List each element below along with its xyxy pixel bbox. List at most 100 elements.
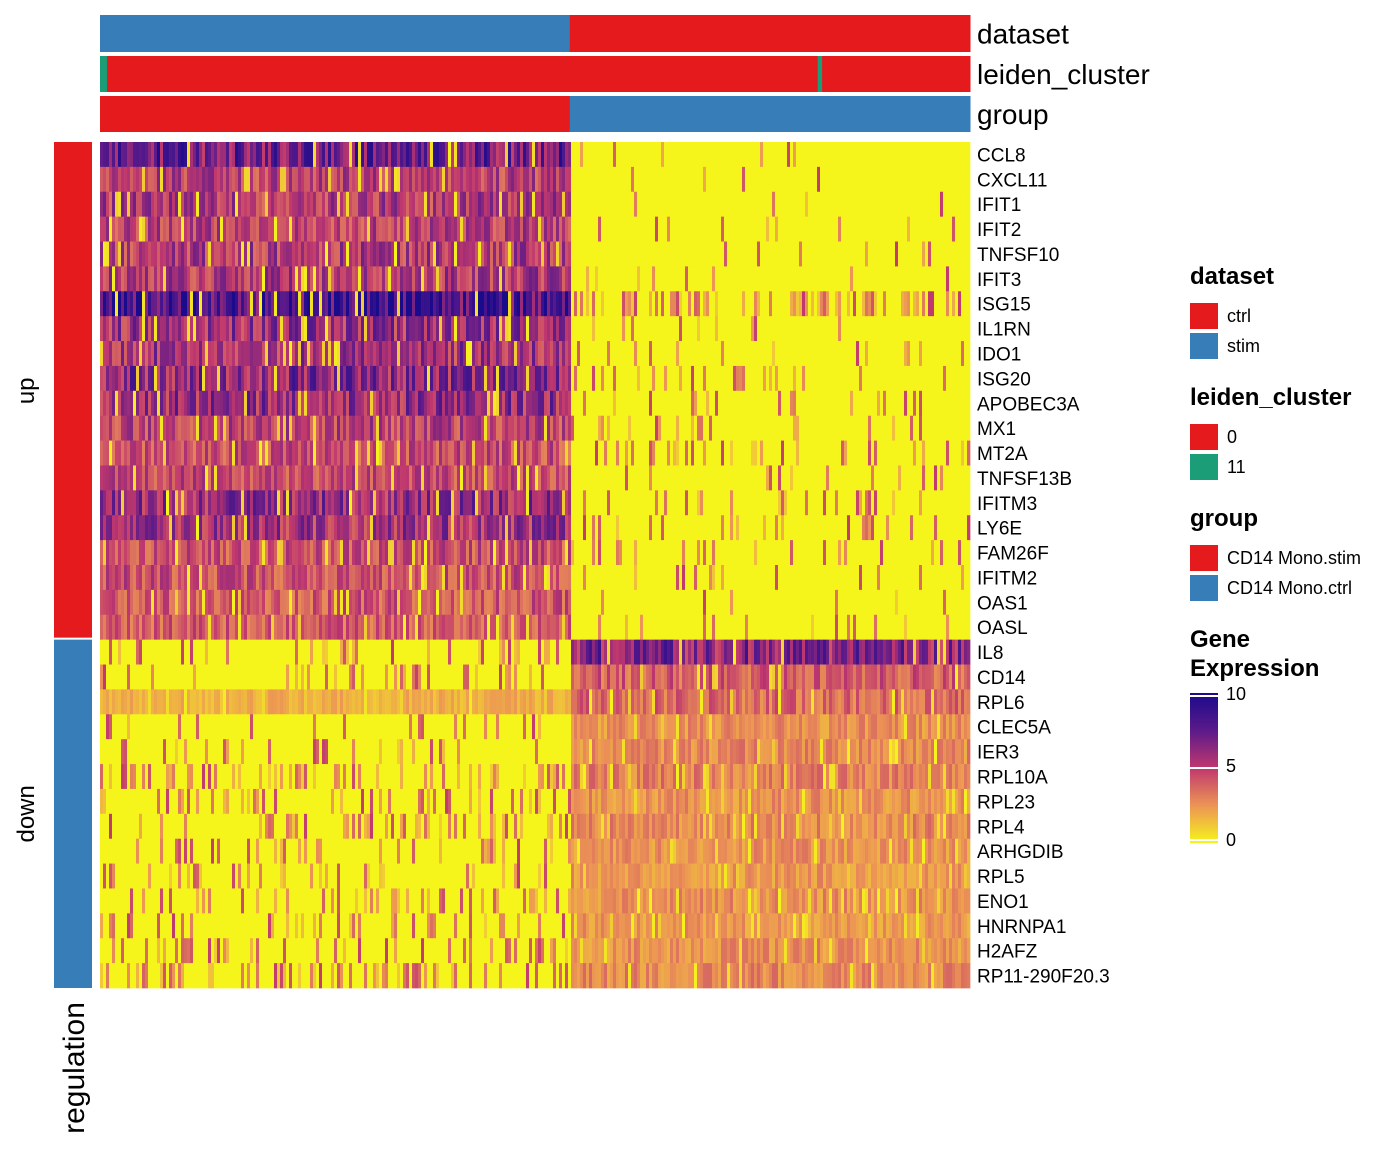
heatmap-cell bbox=[703, 415, 707, 441]
heatmap-cell bbox=[658, 490, 662, 516]
heatmap-cell bbox=[301, 241, 305, 267]
heatmap-cell bbox=[733, 216, 737, 242]
heatmap-cell bbox=[346, 241, 350, 267]
heatmap-cell bbox=[655, 241, 659, 267]
heatmap-cell bbox=[568, 291, 572, 317]
heatmap-cell bbox=[124, 142, 128, 168]
heatmap-cell bbox=[631, 540, 635, 566]
heatmap-cell bbox=[958, 490, 962, 516]
heatmap-cell bbox=[535, 142, 539, 168]
heatmap-cell bbox=[421, 365, 425, 392]
heatmap-cell bbox=[622, 142, 626, 168]
heatmap-cell bbox=[598, 390, 602, 417]
heatmap-cell bbox=[952, 291, 956, 317]
heatmap-cell bbox=[433, 490, 437, 516]
heatmap-cell bbox=[430, 241, 434, 267]
heatmap-cell bbox=[259, 465, 263, 491]
heatmap-cell bbox=[763, 291, 767, 317]
heatmap-cell bbox=[481, 316, 485, 342]
heatmap-cell bbox=[940, 291, 944, 317]
heatmap-cell bbox=[355, 291, 359, 317]
heatmap-cell bbox=[298, 390, 302, 417]
heatmap-cell bbox=[304, 216, 308, 242]
heatmap-cell bbox=[667, 415, 671, 441]
heatmap-cell bbox=[136, 440, 140, 466]
heatmap-cell bbox=[397, 515, 401, 541]
heatmap-cell bbox=[484, 415, 488, 441]
heatmap-cell bbox=[757, 266, 761, 292]
heatmap-cell bbox=[520, 515, 524, 541]
heatmap-cell bbox=[211, 465, 215, 491]
heatmap-cell bbox=[757, 465, 761, 491]
heatmap-cell bbox=[364, 216, 368, 242]
heatmap-cell bbox=[724, 440, 728, 466]
heatmap-cell bbox=[826, 291, 830, 317]
heatmap-cell bbox=[784, 142, 788, 168]
heatmap-cell bbox=[922, 390, 926, 417]
heatmap-cell bbox=[247, 415, 251, 441]
heatmap-cell bbox=[187, 341, 191, 367]
heatmap-cell bbox=[529, 241, 533, 267]
heatmap-cell bbox=[445, 365, 449, 392]
heatmap-cell bbox=[634, 465, 638, 491]
heatmap-cell bbox=[502, 415, 506, 441]
heatmap-cell bbox=[511, 515, 515, 541]
heatmap-cell bbox=[469, 191, 473, 217]
heatmap-cell bbox=[229, 440, 233, 466]
heatmap-cell bbox=[580, 440, 584, 466]
heatmap-cell bbox=[793, 415, 797, 441]
heatmap-cell bbox=[109, 291, 113, 317]
heatmap-cell bbox=[238, 266, 242, 292]
heatmap-cell bbox=[382, 341, 386, 367]
heatmap-cell bbox=[112, 316, 116, 342]
heatmap-cell bbox=[523, 241, 527, 267]
heatmap-cell bbox=[856, 440, 860, 466]
heatmap-cell bbox=[304, 266, 308, 292]
heatmap-cell bbox=[490, 316, 494, 342]
heatmap-cell bbox=[322, 440, 326, 466]
heatmap-cell bbox=[532, 291, 536, 317]
heatmap-cell bbox=[670, 191, 674, 217]
heatmap-cell bbox=[811, 515, 815, 541]
heatmap-cell bbox=[433, 166, 437, 193]
heatmap-cell bbox=[817, 142, 821, 168]
heatmap-cell bbox=[112, 216, 116, 242]
heatmap-cell bbox=[844, 216, 848, 242]
heatmap-cell bbox=[181, 341, 185, 367]
heatmap-cell bbox=[388, 341, 392, 367]
heatmap-cell bbox=[604, 540, 608, 566]
heatmap-cell bbox=[244, 490, 248, 516]
heatmap-cell bbox=[757, 291, 761, 317]
heatmap-cell bbox=[928, 266, 932, 292]
heatmap-cell bbox=[190, 515, 194, 541]
heatmap-cell bbox=[490, 266, 494, 292]
heatmap-cell bbox=[211, 241, 215, 267]
heatmap-cell bbox=[205, 515, 209, 541]
heatmap-cell bbox=[217, 216, 221, 242]
heatmap-cell bbox=[214, 515, 218, 541]
heatmap-cell bbox=[412, 241, 416, 267]
heatmap-cell bbox=[688, 291, 692, 317]
heatmap-cell bbox=[259, 341, 263, 367]
heatmap-cell bbox=[547, 291, 551, 317]
heatmap-cell bbox=[205, 341, 209, 367]
heatmap-cell bbox=[580, 166, 584, 193]
heatmap-cell bbox=[118, 415, 122, 441]
heatmap-cell bbox=[925, 365, 929, 392]
heatmap-cell bbox=[523, 490, 527, 516]
heatmap-cell bbox=[424, 390, 428, 417]
heatmap-cell bbox=[967, 166, 971, 193]
heatmap-cell bbox=[232, 291, 236, 317]
heatmap-cell bbox=[889, 341, 893, 367]
heatmap-cell bbox=[844, 142, 848, 168]
heatmap-cell bbox=[688, 316, 692, 342]
heatmap-cell bbox=[607, 341, 611, 367]
heatmap-cell bbox=[157, 291, 161, 317]
heatmap-cell bbox=[811, 166, 815, 193]
heatmap-cell bbox=[778, 415, 782, 441]
heatmap-cell bbox=[493, 266, 497, 292]
heatmap-cell bbox=[514, 341, 518, 367]
heatmap-cell bbox=[166, 291, 170, 317]
heatmap-cell bbox=[595, 191, 599, 217]
heatmap-cell bbox=[307, 490, 311, 516]
